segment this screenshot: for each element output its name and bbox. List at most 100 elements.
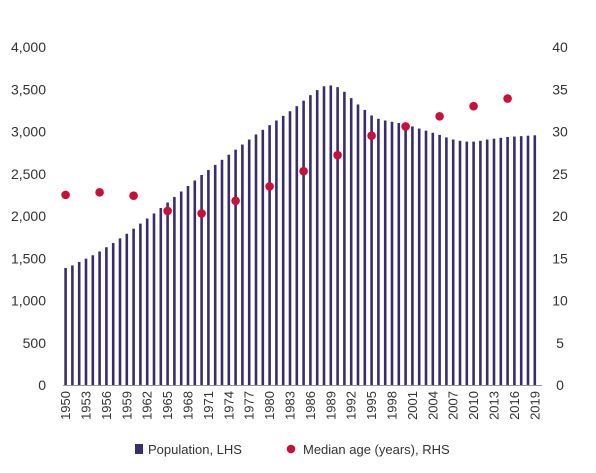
right-y-axis: 0 5 10 15 20 25 30 35 40: [552, 39, 568, 393]
x-tick-label: 1965: [160, 391, 175, 420]
left-y-tick-label: 4,000: [11, 39, 46, 55]
population-bar: [363, 109, 367, 385]
left-y-tick-label: 3,500: [11, 81, 46, 97]
x-tick-label: 2010: [466, 391, 481, 420]
right-y-tick-label: 5: [556, 335, 564, 351]
x-tick-label: 1986: [303, 391, 318, 420]
population-bar: [499, 137, 503, 385]
population-bar: [506, 136, 509, 385]
right-y-tick-label: 10: [552, 293, 568, 309]
right-y-tick-label: 20: [552, 208, 568, 224]
population-bar: [173, 196, 176, 385]
population-bar: [465, 141, 469, 385]
population-bar: [247, 139, 251, 385]
x-tick-label: 1992: [344, 391, 359, 420]
population-bar: [281, 115, 285, 386]
x-tick-label: 1953: [79, 391, 94, 420]
population-bar: [193, 180, 197, 385]
x-tick-label: 1950: [58, 391, 73, 420]
right-y-tick-label: 15: [552, 250, 568, 266]
population-bar: [343, 91, 346, 385]
population-bar: [377, 118, 380, 385]
x-tick-label: 1980: [262, 391, 277, 420]
population-bar: [213, 164, 217, 385]
population-bar: [513, 136, 516, 385]
left-y-tick-label: 2,500: [11, 166, 46, 182]
population-bar: [390, 121, 394, 385]
population-bar: [145, 218, 149, 385]
population-bar: [322, 86, 326, 385]
population-bar: [492, 138, 496, 385]
left-y-tick-label: 500: [23, 335, 47, 351]
population-bar: [329, 85, 333, 385]
median-age-point: [503, 94, 512, 103]
x-tick-label: 2007: [446, 391, 461, 420]
median-age-point: [469, 101, 478, 111]
legend-swatch-median-age: [286, 444, 296, 454]
left-y-tick-label: 3,000: [11, 124, 46, 140]
median-age-point: [333, 150, 342, 160]
population-bars: [64, 85, 537, 386]
population-bar: [336, 87, 339, 385]
population-bar: [485, 139, 489, 385]
median-age-point: [231, 196, 240, 206]
x-tick-label: 1962: [140, 391, 155, 420]
right-y-tick-label: 35: [552, 81, 568, 97]
x-tick-label: 1998: [385, 391, 400, 420]
median-age-point: [95, 188, 104, 197]
left-y-tick-label: 1,000: [11, 293, 46, 309]
population-bar: [288, 111, 292, 385]
population-bar: [472, 141, 475, 385]
x-tick-label: 2019: [527, 391, 542, 420]
median-age-point: [435, 111, 444, 121]
x-tick-label: 1974: [221, 391, 236, 420]
population-bar: [64, 267, 67, 385]
population-bar: [397, 123, 401, 386]
population-bar: [152, 213, 156, 385]
median-age-points: [61, 94, 512, 218]
population-bar: [186, 186, 190, 385]
population-bar: [383, 120, 387, 385]
population-bar: [77, 262, 81, 385]
population-bar: [526, 135, 530, 385]
population-bar: [404, 124, 407, 386]
population-bar: [533, 135, 537, 385]
x-tick-label: 1977: [242, 391, 257, 420]
median-age-point: [61, 190, 70, 200]
population-bar: [438, 134, 441, 385]
population-bar: [268, 125, 271, 385]
x-tick-label: 1983: [283, 391, 298, 420]
right-y-tick-label: 0: [556, 377, 564, 393]
population-bar: [431, 132, 435, 385]
left-y-tick-label: 1,500: [11, 250, 46, 266]
right-y-tick-label: 25: [552, 166, 568, 182]
population-bar: [139, 223, 142, 385]
right-y-tick-label: 40: [552, 39, 568, 55]
population-bar: [261, 129, 265, 385]
population-bar: [411, 126, 414, 386]
population-bar: [105, 247, 108, 385]
legend-swatch-population: [135, 444, 143, 454]
x-tick-label: 2013: [487, 391, 502, 420]
x-tick-label: 1968: [181, 391, 196, 420]
population-bar: [111, 243, 115, 385]
x-tick-label: 1959: [119, 391, 134, 420]
population-bar: [519, 136, 523, 385]
population-bar: [254, 134, 258, 385]
x-tick-label: 1971: [201, 391, 216, 420]
population-bar: [159, 207, 163, 385]
median-age-point: [265, 182, 274, 191]
population-bar: [125, 233, 129, 385]
population-bar: [445, 137, 448, 385]
population-bar: [166, 202, 169, 385]
x-tick-label: 2001: [405, 391, 420, 420]
x-tick-label: 1989: [323, 391, 338, 420]
median-age-point: [197, 209, 206, 218]
population-bar: [458, 140, 462, 385]
left-y-axis: 0 500 1,000 1,500 2,000 2,500 3,000 3,500 4,000: [11, 39, 46, 393]
population-bar: [309, 95, 312, 385]
legend-label-median-age: Median age (years), RHS: [303, 442, 450, 457]
legend: Population, LHS Median age (years), RHS: [135, 442, 450, 457]
